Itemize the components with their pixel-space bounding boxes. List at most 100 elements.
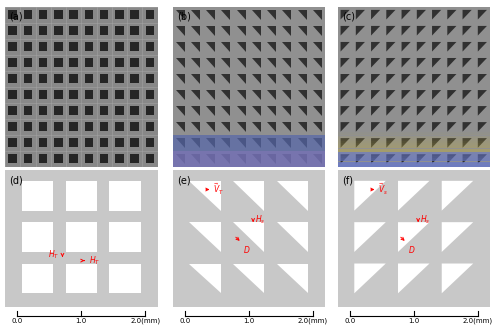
Polygon shape — [190, 264, 221, 293]
Text: 0.0: 0.0 — [179, 318, 190, 324]
Bar — [39, 139, 48, 147]
Bar — [54, 107, 62, 115]
Polygon shape — [191, 74, 200, 84]
Text: 2.0(mm): 2.0(mm) — [462, 318, 493, 324]
Polygon shape — [386, 42, 396, 51]
Polygon shape — [478, 90, 487, 100]
Polygon shape — [190, 181, 221, 211]
Bar — [24, 155, 32, 163]
Polygon shape — [417, 26, 426, 35]
Polygon shape — [298, 58, 306, 67]
Bar — [39, 26, 48, 35]
Bar — [22, 181, 54, 211]
Bar — [109, 264, 140, 293]
Polygon shape — [191, 58, 200, 67]
Text: $\vec{V}_T$: $\vec{V}_T$ — [213, 182, 224, 197]
Bar — [100, 26, 108, 35]
Polygon shape — [276, 222, 308, 252]
Text: 2.0(mm): 2.0(mm) — [298, 318, 328, 324]
Bar — [172, 135, 325, 167]
Polygon shape — [313, 10, 322, 19]
Polygon shape — [442, 222, 473, 252]
Polygon shape — [386, 106, 396, 116]
Polygon shape — [206, 26, 215, 35]
Polygon shape — [402, 74, 410, 84]
Polygon shape — [371, 42, 380, 51]
Polygon shape — [432, 10, 441, 19]
Polygon shape — [356, 58, 365, 67]
Bar — [130, 10, 139, 19]
Polygon shape — [386, 10, 396, 19]
Polygon shape — [252, 154, 261, 164]
Bar — [100, 74, 108, 83]
Bar — [8, 123, 17, 131]
Bar — [22, 222, 54, 252]
Polygon shape — [340, 42, 349, 51]
Polygon shape — [267, 42, 276, 51]
Polygon shape — [252, 138, 261, 148]
Polygon shape — [236, 154, 246, 164]
Bar — [130, 139, 139, 147]
Polygon shape — [191, 138, 200, 148]
Bar — [115, 42, 124, 51]
Bar — [84, 42, 93, 51]
Polygon shape — [298, 138, 306, 148]
Polygon shape — [448, 122, 456, 132]
Bar — [338, 154, 490, 156]
Bar — [39, 91, 48, 99]
Polygon shape — [448, 42, 456, 51]
Polygon shape — [298, 90, 306, 100]
Bar — [24, 58, 32, 67]
Polygon shape — [298, 10, 306, 19]
Bar — [130, 91, 139, 99]
Bar — [84, 26, 93, 35]
Bar — [70, 123, 78, 131]
Bar — [100, 42, 108, 51]
Polygon shape — [206, 74, 215, 84]
Bar — [338, 132, 490, 134]
Bar — [146, 91, 154, 99]
Polygon shape — [282, 138, 292, 148]
Polygon shape — [282, 58, 292, 67]
Text: (e): (e) — [177, 175, 190, 185]
Bar — [146, 10, 154, 19]
Bar — [130, 107, 139, 115]
Bar — [100, 155, 108, 163]
Text: (f): (f) — [342, 175, 353, 185]
Polygon shape — [402, 58, 410, 67]
Polygon shape — [462, 74, 471, 84]
Bar — [338, 170, 490, 307]
Bar — [70, 74, 78, 83]
Polygon shape — [432, 74, 441, 84]
Polygon shape — [448, 74, 456, 84]
Polygon shape — [313, 138, 322, 148]
Bar — [84, 107, 93, 115]
Polygon shape — [402, 154, 410, 164]
Bar — [24, 74, 32, 83]
Bar — [24, 91, 32, 99]
Text: $\vec{V}_s$: $\vec{V}_s$ — [378, 182, 388, 197]
Text: $D$: $D$ — [408, 244, 416, 256]
Polygon shape — [417, 122, 426, 132]
Bar — [8, 155, 17, 163]
Polygon shape — [233, 181, 264, 211]
Polygon shape — [176, 74, 184, 84]
Polygon shape — [206, 90, 215, 100]
Bar — [130, 42, 139, 51]
Polygon shape — [298, 26, 306, 35]
Polygon shape — [252, 42, 261, 51]
Text: (d): (d) — [10, 175, 24, 185]
Polygon shape — [236, 74, 246, 84]
Polygon shape — [267, 58, 276, 67]
Polygon shape — [432, 42, 441, 51]
Polygon shape — [478, 106, 487, 116]
Polygon shape — [176, 154, 184, 164]
Polygon shape — [222, 74, 230, 84]
Polygon shape — [354, 222, 386, 252]
Bar — [338, 158, 490, 160]
Polygon shape — [222, 106, 230, 116]
Polygon shape — [340, 74, 349, 84]
Bar — [115, 74, 124, 83]
Bar — [54, 42, 62, 51]
Bar — [338, 136, 490, 137]
